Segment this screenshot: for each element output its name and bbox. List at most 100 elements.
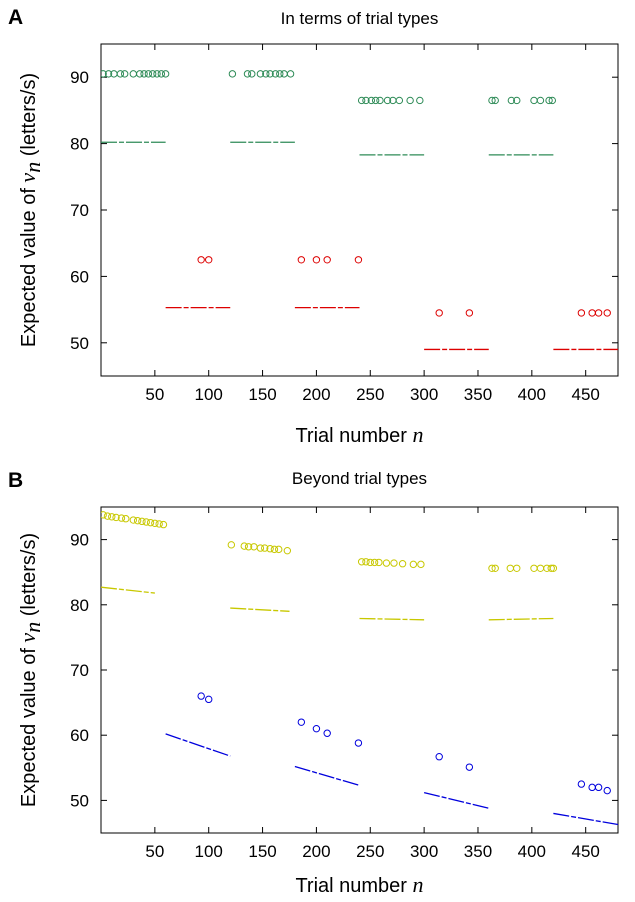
data-point bbox=[297, 256, 306, 264]
data-point bbox=[362, 558, 370, 566]
y-tick-label: 60 bbox=[70, 726, 89, 745]
model-line-segment bbox=[359, 617, 425, 621]
data-point bbox=[112, 513, 120, 522]
data-point bbox=[133, 516, 142, 525]
x-tick-label: 400 bbox=[518, 385, 546, 404]
x-axis-label: Trial number n bbox=[295, 872, 423, 897]
data-point bbox=[376, 96, 384, 105]
data-point bbox=[227, 541, 236, 549]
data-point bbox=[157, 70, 166, 78]
data-point bbox=[390, 559, 398, 567]
y-axis-label: Expected value of vn (letters/s) bbox=[15, 73, 45, 347]
x-tick-label: 250 bbox=[356, 842, 384, 861]
x-tick-label: 450 bbox=[572, 385, 600, 404]
data-point bbox=[416, 96, 424, 105]
data-point bbox=[256, 544, 265, 552]
data-point bbox=[491, 96, 499, 105]
data-point bbox=[151, 519, 159, 527]
chart-title: In terms of trial types bbox=[281, 9, 439, 28]
data-point bbox=[370, 558, 379, 567]
y-axis-label-unit: (letters/s) bbox=[18, 73, 40, 162]
y-tick-label: 70 bbox=[70, 201, 89, 220]
data-point bbox=[366, 558, 374, 567]
y-axis-label-subscript: n bbox=[20, 162, 45, 173]
x-tick-label: 350 bbox=[464, 385, 492, 404]
data-point bbox=[594, 309, 603, 317]
data-point bbox=[491, 564, 499, 572]
data-point bbox=[465, 763, 474, 771]
y-axis-label-text: Expected value of bbox=[18, 643, 40, 808]
data-point bbox=[357, 558, 366, 566]
data-point bbox=[297, 718, 306, 726]
data-point bbox=[588, 309, 596, 317]
data-point bbox=[371, 96, 380, 105]
x-axis-label: Trial number n bbox=[295, 422, 423, 447]
data-point bbox=[117, 514, 126, 522]
x-tick-label: 100 bbox=[195, 385, 223, 404]
data-point bbox=[549, 564, 558, 572]
y-tick-label: 90 bbox=[70, 531, 89, 550]
data-point bbox=[286, 70, 295, 78]
data-point bbox=[362, 96, 370, 105]
data-point bbox=[435, 309, 443, 317]
data-point bbox=[409, 560, 418, 569]
data-point bbox=[161, 70, 170, 78]
plot-frame bbox=[100, 43, 619, 377]
data-point bbox=[103, 512, 112, 520]
data-point bbox=[513, 564, 521, 572]
plot-frame bbox=[100, 506, 619, 834]
data-point bbox=[205, 256, 213, 264]
data-point bbox=[142, 518, 150, 526]
data-point bbox=[262, 70, 270, 78]
x-axis-label-text: Trial number bbox=[295, 875, 412, 897]
y-tick-label: 90 bbox=[70, 68, 89, 87]
plot-area bbox=[101, 70, 618, 351]
series-3-dashes bbox=[165, 733, 618, 826]
data-point bbox=[153, 70, 161, 78]
data-point bbox=[280, 70, 288, 78]
data-point bbox=[323, 256, 331, 264]
data-point bbox=[547, 564, 555, 572]
panel-a: A In terms of trial types 50 100 150 200 250 30… bbox=[8, 6, 619, 447]
data-point bbox=[248, 70, 256, 78]
model-line-segment bbox=[423, 791, 489, 809]
data-point bbox=[398, 560, 407, 568]
model-line-segment bbox=[294, 765, 360, 787]
data-point bbox=[577, 780, 586, 788]
x-tick-label: 200 bbox=[302, 842, 330, 861]
x-axis-label-text: Trial number bbox=[295, 425, 412, 447]
data-point bbox=[435, 753, 443, 761]
data-point bbox=[266, 70, 274, 78]
y-axis-label-text: Expected value of bbox=[18, 183, 40, 348]
data-point bbox=[406, 96, 414, 105]
y-axis-label-subscript: n bbox=[20, 622, 45, 633]
series-1-dashes bbox=[101, 586, 554, 621]
y-tick-label: 80 bbox=[70, 135, 89, 154]
panel-b: B Beyond trial types 50 100 150 200 250 300 350 4… bbox=[8, 469, 619, 897]
y-axis-label-var: v bbox=[15, 173, 40, 183]
y-tick-label: 50 bbox=[70, 334, 89, 353]
x-tick-label: 450 bbox=[572, 842, 600, 861]
data-point bbox=[323, 729, 331, 737]
data-point bbox=[488, 96, 496, 105]
data-point bbox=[275, 545, 283, 554]
data-point bbox=[513, 96, 521, 105]
data-point bbox=[536, 96, 545, 105]
data-point bbox=[104, 70, 113, 78]
y-tick-label: 70 bbox=[70, 661, 89, 680]
data-point bbox=[136, 70, 144, 78]
data-point bbox=[548, 96, 556, 105]
model-line-segment bbox=[230, 607, 290, 612]
data-point bbox=[382, 559, 391, 567]
data-point bbox=[129, 70, 138, 78]
data-point bbox=[140, 70, 148, 78]
data-point bbox=[312, 256, 321, 264]
data-point bbox=[603, 309, 611, 317]
model-line-segment bbox=[165, 733, 231, 757]
x-axis-label-var: n bbox=[413, 422, 424, 447]
data-point bbox=[205, 695, 213, 704]
data-point bbox=[129, 516, 138, 524]
data-point bbox=[101, 511, 107, 519]
series-2-circles bbox=[197, 256, 611, 317]
